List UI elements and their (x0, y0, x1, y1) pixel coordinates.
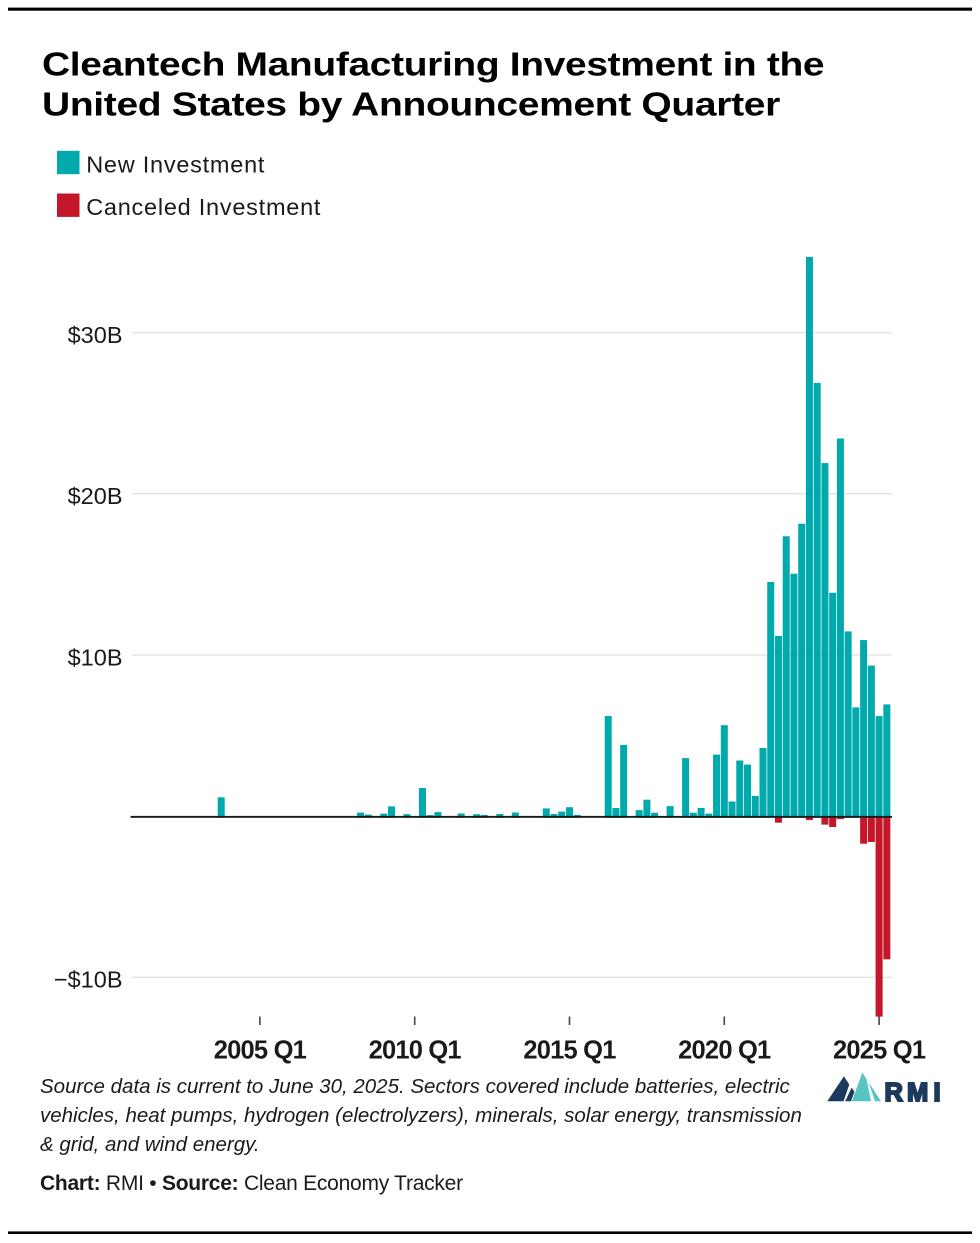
svg-text:New Investment: New Investment (86, 152, 265, 178)
svg-text:& grid, and wind energy.: & grid, and wind energy. (40, 1133, 260, 1156)
svg-text:United States by Announcement: United States by Announcement Quarter (42, 85, 780, 123)
svg-text:$10B: $10B (68, 645, 123, 671)
svg-text:Cleantech Manufacturing Invest: Cleantech Manufacturing Investment in th… (42, 45, 824, 83)
svg-text:Source data is current to June: Source data is current to June 30, 2025.… (40, 1075, 791, 1098)
svg-text:RMI: RMI (885, 1079, 942, 1107)
svg-text:Chart: RMI • Source: Clean Eco: Chart: RMI • Source: Clean Economy Track… (40, 1172, 463, 1195)
svg-text:$20B: $20B (68, 483, 123, 509)
svg-text:vehicles, heat pumps, hydrogen: vehicles, heat pumps, hydrogen (electrol… (40, 1104, 802, 1127)
svg-text:2025 Q1: 2025 Q1 (833, 1037, 926, 1065)
svg-text:2010 Q1: 2010 Q1 (369, 1037, 462, 1065)
svg-text:2020 Q1: 2020 Q1 (678, 1037, 771, 1065)
svg-text:2005 Q1: 2005 Q1 (214, 1037, 307, 1065)
svg-text:$30B: $30B (68, 322, 123, 348)
svg-text:2015 Q1: 2015 Q1 (523, 1037, 616, 1065)
svg-text:Canceled Investment: Canceled Investment (86, 194, 321, 220)
svg-text:−$10B: −$10B (54, 967, 123, 993)
